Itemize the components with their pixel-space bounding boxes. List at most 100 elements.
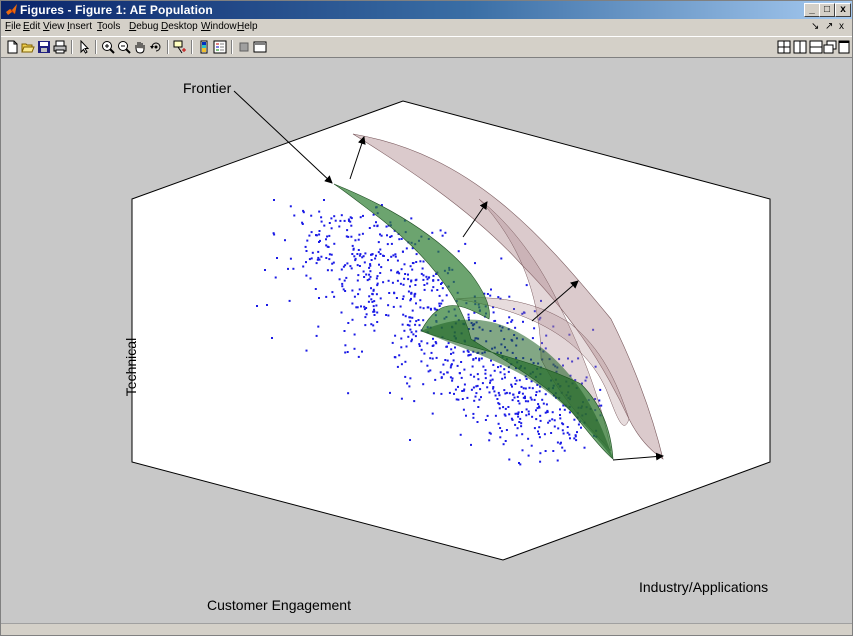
menu-view[interactable]: View [43,21,65,32]
menu-insert[interactable]: Insert [67,21,93,32]
industry-applications-axis-label: Industry/Applications [639,579,769,595]
plot-axes[interactable] [1,59,852,624]
data-point [497,296,500,299]
data-point [440,281,443,284]
data-point [440,283,442,285]
menu-file[interactable]: File [5,21,22,32]
data-point [372,305,375,308]
data-point [430,351,433,354]
data-point [382,254,384,257]
data-point [434,308,437,311]
data-cursor-icon[interactable] [173,40,187,54]
pan-hand-icon[interactable] [133,40,147,54]
data-point [293,214,296,217]
menu-tools[interactable]: Tools [97,21,121,32]
data-point [418,324,421,327]
figure-canvas: Frontier Technical Customer Engagement I… [1,59,852,624]
data-point [535,394,537,397]
data-point [408,385,411,388]
data-point [350,217,353,220]
menu-edit[interactable]: Edit [23,21,41,32]
data-point [535,391,538,394]
legend-icon[interactable] [213,40,227,54]
close-button[interactable]: x [835,3,851,17]
data-point [264,269,266,271]
dock-icon[interactable]: ↘ [811,21,820,32]
data-point [357,293,360,296]
data-point [431,412,434,415]
data-point [358,254,361,257]
data-point [535,409,537,412]
restore-button[interactable]: □ [819,3,835,17]
top-bottom-icon[interactable] [809,40,823,54]
menu-help[interactable]: Help [237,21,258,32]
menu-desktop[interactable]: Desktop [161,21,198,32]
data-point [552,450,555,452]
data-point [376,282,379,285]
data-point [318,241,320,243]
new-figure-icon[interactable] [5,40,19,54]
data-point [514,383,517,385]
data-point [510,417,513,420]
data-point [302,211,305,214]
data-point [546,410,549,413]
maximize-icon[interactable] [837,40,851,54]
float-icon[interactable] [823,40,837,54]
close-figure-icon[interactable]: x [839,21,844,32]
left-right-icon[interactable] [793,40,807,54]
data-point [538,436,541,439]
data-point [511,399,514,402]
menu-window[interactable]: Window [201,21,237,32]
menu-debug[interactable]: Debug [129,21,159,32]
data-point [374,257,377,260]
data-point [551,418,554,421]
open-file-icon[interactable] [21,40,35,54]
data-point [380,266,383,269]
zoom-out-icon[interactable] [117,40,131,54]
data-point [377,241,380,244]
shift-arrow-1 [349,136,366,180]
data-point [559,414,561,416]
data-point [513,396,516,399]
title-bar[interactable]: Figures - Figure 1: AE Population _ □ x [1,1,852,19]
data-point [288,299,291,302]
data-point [580,426,582,429]
colorbar-icon[interactable] [197,40,211,54]
data-point [372,288,375,291]
data-point [527,454,530,457]
data-point [342,288,345,291]
data-point [515,434,518,437]
data-point [395,297,398,299]
data-point [347,392,350,395]
show-plot-tools-icon[interactable] [253,40,267,54]
undock-icon[interactable]: ↗ [825,21,834,32]
save-icon[interactable] [37,40,51,54]
data-point [503,368,506,371]
data-point [556,441,559,444]
data-point [566,431,569,434]
data-point [415,253,418,256]
shift-arrow-2 [462,201,488,238]
minimize-button[interactable]: _ [804,3,820,17]
tile-icon[interactable] [777,40,791,54]
data-point [347,218,350,221]
data-point [522,320,524,323]
data-point [361,350,363,353]
print-icon[interactable] [53,40,67,54]
data-point [499,427,502,429]
arrow-select-icon[interactable] [77,40,91,54]
data-point [385,225,388,228]
data-point [356,279,359,282]
zoom-in-icon[interactable] [101,40,115,54]
data-point [530,380,533,383]
data-point [538,406,541,409]
rotate-3d-icon[interactable] [149,40,163,54]
data-point [557,427,560,430]
data-point [363,276,366,278]
data-point [432,337,434,340]
hide-plot-tools-icon[interactable] [237,40,251,54]
data-point [550,432,553,434]
data-point [330,269,333,272]
data-point [344,264,347,267]
data-point [511,385,513,388]
